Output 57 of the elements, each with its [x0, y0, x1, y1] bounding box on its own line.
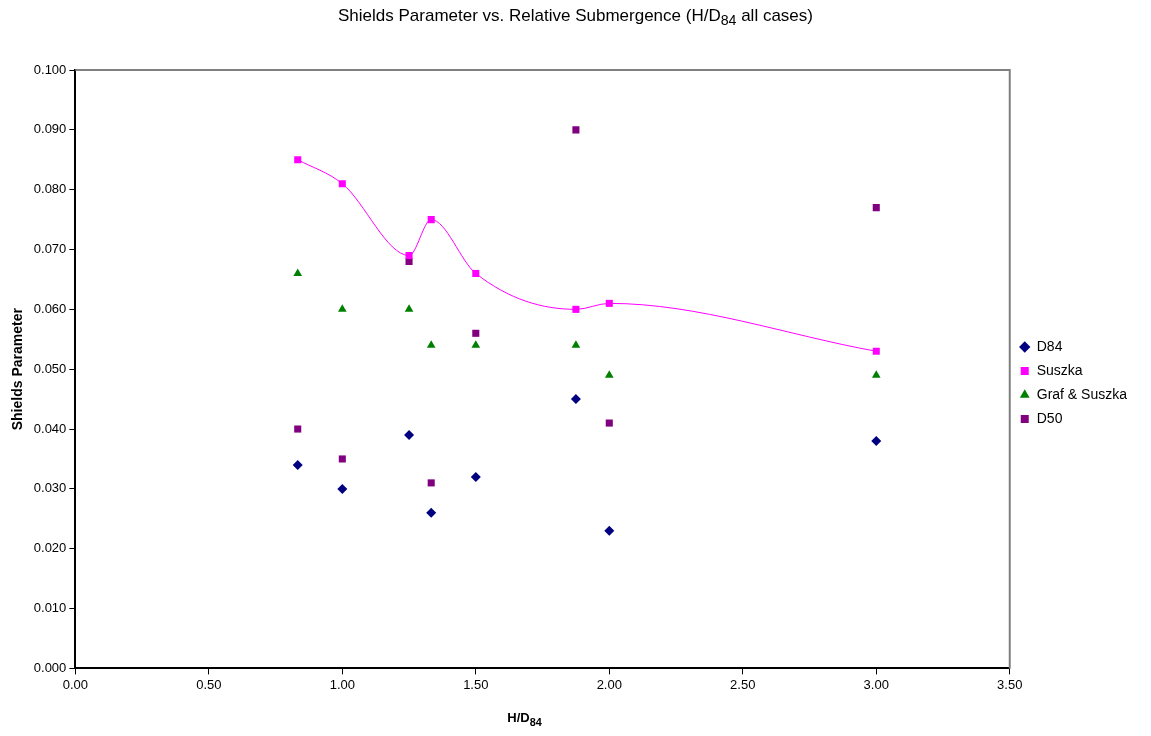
point — [871, 370, 881, 378]
y-tick-label: 0.020 — [33, 540, 67, 556]
point — [572, 305, 580, 313]
point — [570, 394, 581, 405]
legend-label: Suszka — [1036, 361, 1083, 378]
point — [294, 156, 302, 164]
point — [427, 216, 435, 224]
point — [426, 507, 437, 518]
point — [338, 180, 346, 188]
point — [292, 459, 303, 470]
point — [404, 430, 415, 441]
x-tick-label: 3.00 — [863, 676, 889, 692]
point — [427, 479, 435, 487]
point — [404, 304, 414, 312]
point — [337, 483, 348, 494]
point — [605, 299, 613, 307]
x-tick-label: 0.00 — [62, 676, 88, 692]
point — [571, 340, 581, 348]
legend-label: D84 — [1036, 337, 1063, 354]
x-axis-title: H/D$_{84}$ — [506, 710, 543, 728]
y-tick-label: 0.080 — [33, 181, 67, 197]
point — [872, 204, 880, 212]
point — [470, 471, 481, 482]
y-tick-label: 0.010 — [33, 600, 67, 616]
x-tick-label: 0.50 — [196, 676, 222, 692]
point — [472, 269, 480, 277]
x-tick-label: 2.00 — [596, 676, 622, 692]
point — [426, 340, 436, 348]
y-tick-label: 0.090 — [33, 121, 67, 137]
chart-title: Shields Parameter vs. Relative Submergence (H/D$_{84}$ all cases) — [337, 6, 814, 29]
y-tick-label: 0.030 — [33, 480, 67, 496]
point — [338, 455, 346, 463]
y-tick-label: 0.100 — [33, 61, 67, 77]
x-tick-label: 3.50 — [997, 676, 1023, 692]
point — [405, 251, 413, 260]
y-tick-label: 0.000 — [33, 659, 67, 675]
y-tick-label: 0.040 — [33, 420, 67, 436]
x-tick-label: 2.50 — [730, 676, 756, 692]
point — [337, 304, 347, 312]
point — [471, 340, 481, 348]
point — [605, 419, 613, 427]
y-tick-label: 0.060 — [33, 300, 67, 316]
y-tick-label: 0.050 — [33, 360, 67, 376]
point — [472, 329, 480, 337]
x-tick-label: 1.00 — [329, 676, 355, 692]
point — [872, 347, 880, 355]
legend-label: D50 — [1036, 409, 1063, 426]
point — [294, 425, 302, 433]
y-tick-label: 0.070 — [33, 241, 67, 257]
point — [293, 268, 303, 276]
point — [604, 370, 614, 378]
point — [604, 525, 615, 536]
y-axis-title: Shields Parameter — [9, 307, 26, 431]
legend-label: Graf & Suszka — [1036, 385, 1128, 402]
x-tick-label: 1.50 — [463, 676, 489, 692]
point — [572, 126, 580, 134]
point — [871, 436, 882, 447]
